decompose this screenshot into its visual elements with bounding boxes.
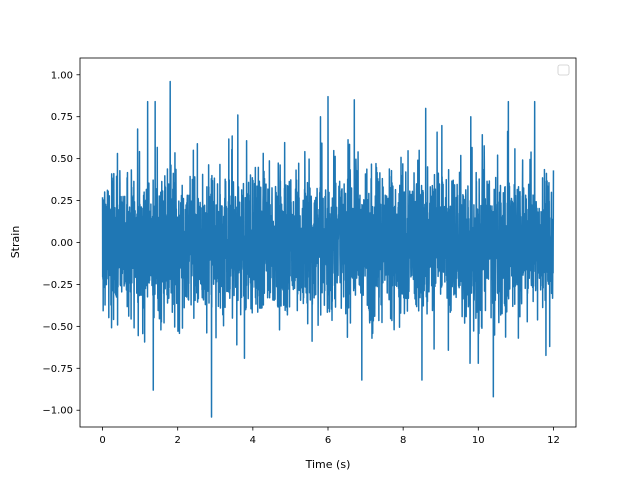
x-tick-label: 0	[99, 435, 105, 446]
strain-series-line	[101, 80, 555, 418]
y-tick-label: 1.00	[51, 70, 73, 81]
y-tick-label: 0.50	[51, 154, 73, 165]
y-tick-label: −0.75	[42, 364, 73, 375]
x-axis-label: Time (s)	[305, 458, 351, 471]
y-tick-label: −0.25	[42, 280, 73, 291]
y-tick-label: 0.75	[51, 112, 73, 123]
x-tick-label: 4	[250, 435, 256, 446]
y-tick-label: −0.50	[42, 322, 73, 333]
x-axis-ticks: 0 2 4 6 8 10 12	[99, 427, 560, 446]
x-tick-label: 2	[175, 435, 181, 446]
y-tick-label: 0.00	[51, 238, 73, 249]
y-tick-label: −1.00	[42, 406, 73, 417]
y-axis-ticks: −1.00 −0.75 −0.50 −0.25 0.00 0.25 0.50 0.75 1.00	[42, 70, 80, 417]
y-tick-label: 0.25	[51, 196, 73, 207]
x-tick-label: 6	[325, 435, 331, 446]
series-layer	[101, 80, 555, 418]
legend-box	[557, 64, 570, 76]
x-tick-label: 12	[547, 435, 560, 446]
x-tick-label: 10	[472, 435, 485, 446]
x-tick-label: 8	[400, 435, 406, 446]
y-axis-label: Strain	[9, 226, 22, 259]
